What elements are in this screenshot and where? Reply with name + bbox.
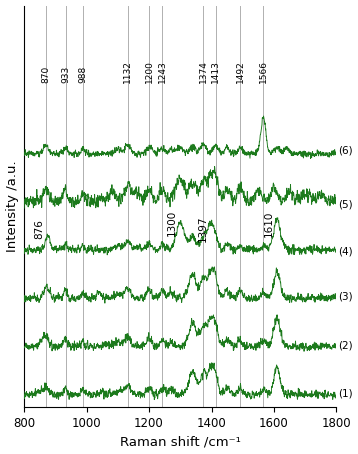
Text: 1132: 1132 (123, 60, 132, 83)
Text: 988: 988 (78, 66, 87, 83)
Text: 1300: 1300 (167, 209, 177, 236)
Text: 1374: 1374 (199, 60, 208, 83)
Text: (6): (6) (338, 146, 353, 156)
Text: 876: 876 (35, 219, 45, 239)
Text: 933: 933 (61, 66, 70, 83)
Text: 1243: 1243 (158, 60, 167, 83)
Text: (1): (1) (338, 389, 353, 399)
Text: (5): (5) (338, 199, 353, 209)
Text: (4): (4) (338, 247, 353, 257)
X-axis label: Raman shift /cm⁻¹: Raman shift /cm⁻¹ (120, 435, 241, 449)
Text: 870: 870 (42, 66, 50, 83)
Text: 1397: 1397 (198, 215, 207, 242)
Text: 1492: 1492 (236, 60, 245, 83)
Text: (2): (2) (338, 340, 353, 350)
Text: (3): (3) (338, 292, 353, 302)
Text: 1413: 1413 (211, 60, 220, 83)
Y-axis label: Intensity /a.u.: Intensity /a.u. (6, 161, 19, 252)
Text: 1200: 1200 (145, 60, 154, 83)
Text: 1610: 1610 (264, 210, 274, 237)
Text: 1566: 1566 (259, 60, 268, 83)
